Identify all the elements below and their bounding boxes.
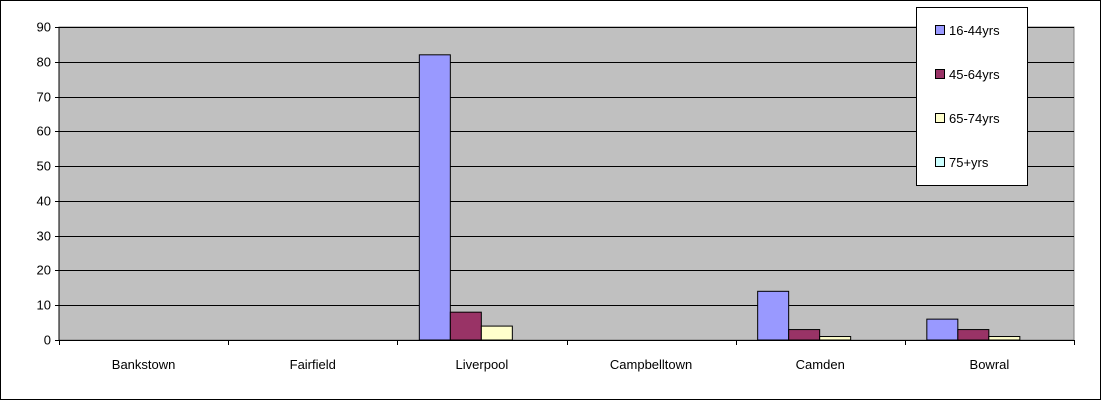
y-tick-label: 20 — [37, 263, 51, 278]
legend-box — [916, 7, 1028, 186]
x-axis: Bankstown Fairfield Liverpool Campbelltown C… — [59, 340, 1075, 372]
y-tick-label: 30 — [37, 229, 51, 244]
x-tick-label: Campbelltown — [610, 357, 692, 372]
y-tick-label: 10 — [37, 298, 51, 313]
bar — [819, 336, 852, 341]
x-tick-label: Fairfield — [290, 357, 336, 372]
bar — [449, 311, 482, 341]
bar — [418, 54, 451, 341]
y-tick-label: 0 — [44, 333, 51, 348]
legend-label: 65-74yrs — [949, 111, 1000, 126]
bar — [988, 336, 1021, 341]
bar — [757, 290, 790, 341]
x-tick-label: Camden — [796, 357, 845, 372]
bar — [926, 318, 959, 341]
legend-label: 45-64yrs — [949, 67, 1000, 82]
legend-swatch — [935, 113, 945, 123]
x-tick-label: Liverpool — [456, 357, 509, 372]
y-tick-label: 80 — [37, 55, 51, 70]
legend-label: 75+yrs — [949, 155, 989, 170]
x-tick-label: Bowral — [970, 357, 1010, 372]
x-tick-label: Bankstown — [112, 357, 176, 372]
legend: 16-44yrs 45-64yrs 65-74yrs 75+yrs — [916, 7, 1028, 186]
y-tick-label: 40 — [37, 194, 51, 209]
legend-swatch — [935, 69, 945, 79]
y-tick-label: 70 — [37, 90, 51, 105]
y-axis: 0 10 20 30 40 50 60 70 80 90 — [37, 20, 60, 348]
bar — [788, 329, 821, 341]
y-tick-label: 60 — [37, 124, 51, 139]
gridlines — [59, 27, 1074, 341]
legend-swatch — [935, 25, 945, 35]
y-tick-label: 50 — [37, 159, 51, 174]
y-tick-label: 90 — [37, 20, 51, 35]
legend-swatch — [935, 157, 945, 167]
bar — [957, 329, 990, 341]
plot-area — [58, 26, 1075, 341]
bar — [480, 325, 513, 341]
legend-label: 16-44yrs — [949, 23, 1000, 38]
